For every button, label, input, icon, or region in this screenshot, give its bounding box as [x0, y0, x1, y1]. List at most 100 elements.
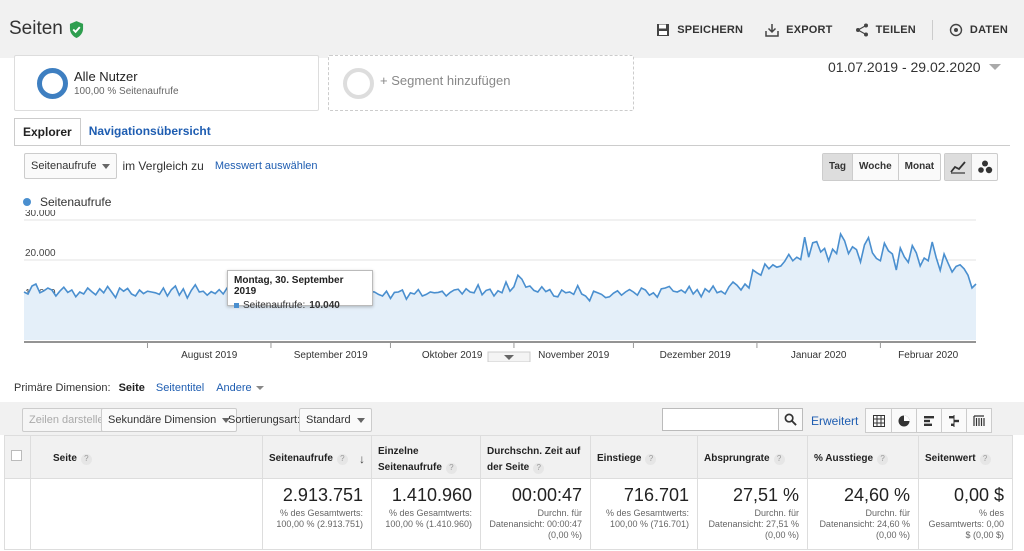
col-label: Seite: [53, 453, 77, 464]
view-comparison-button[interactable]: [941, 409, 966, 432]
secondary-dimension-select[interactable]: Sekundäre Dimension: [101, 408, 238, 432]
metric-select[interactable]: Seitenaufrufe: [24, 153, 118, 179]
totals-empty-cell: [4, 478, 31, 550]
total-subtext: % des Gesamtwerts: 0,00 $ (0,00 $): [928, 508, 1004, 540]
tooltip-value: 10.040: [309, 300, 340, 311]
table-toolbar: Zeilen darstellen Sekundäre Dimension So…: [0, 402, 1024, 435]
col-label: Durchschn. Zeit auf der Seite: [487, 446, 581, 473]
grid-icon: [872, 414, 885, 427]
plot-rows-label: Zeilen darstellen: [29, 414, 110, 426]
help-icon[interactable]: ?: [80, 453, 92, 465]
add-segment-button[interactable]: + Segment hinzufügen: [328, 55, 634, 111]
view-percentage-button[interactable]: [891, 409, 916, 432]
report-actions: SPEICHERN EXPORT TEILEN DATEN: [634, 20, 1008, 40]
col-header-pageviews[interactable]: Seitenaufrufe? ↓: [262, 435, 372, 479]
motion-chart-button[interactable]: [971, 154, 997, 180]
save-button[interactable]: SPEICHERN: [656, 23, 743, 37]
x-tick-label: November 2019: [538, 350, 610, 361]
advanced-filter-link[interactable]: Erweitert: [811, 414, 859, 428]
report-tabs: Explorer Navigationsübersicht: [14, 118, 219, 146]
help-icon[interactable]: ?: [336, 453, 348, 465]
dimension-more-dropdown[interactable]: Andere: [216, 382, 264, 394]
segment-name: Alle Nutzer: [74, 69, 138, 84]
search-button[interactable]: [778, 408, 803, 431]
sort-type-select[interactable]: Standard: [299, 408, 372, 432]
x-tick-label: August 2019: [181, 350, 238, 361]
view-performance-button[interactable]: [916, 409, 941, 432]
help-icon[interactable]: ?: [979, 453, 991, 465]
period-month-button[interactable]: Monat: [897, 154, 940, 180]
chevron-down-icon: [102, 163, 111, 169]
x-tick-label: Oktober 2019: [422, 350, 483, 361]
total-value: 24,60 %: [843, 485, 910, 505]
total-cell: 716.701 % des Gesamtwerts: 100,00 % (716.…: [590, 478, 698, 550]
col-label: % Ausstiege: [814, 453, 874, 464]
table-header-row: Seite? Seitenaufrufe? ↓ Einzelne Seitenau…: [4, 435, 1013, 479]
chevron-down-icon: [988, 64, 1001, 70]
export-button[interactable]: EXPORT: [765, 23, 832, 37]
help-icon[interactable]: ?: [445, 462, 457, 474]
chevron-down-icon: [504, 355, 514, 360]
col-header-exit-rate[interactable]: % Ausstiege?: [807, 435, 919, 479]
choose-metric-link[interactable]: Messwert auswählen: [214, 160, 318, 172]
share-button[interactable]: TEILEN: [855, 23, 916, 37]
shield-check-icon: [69, 20, 84, 38]
date-range-picker[interactable]: 01.07.2019 - 29.02.2020: [828, 59, 1001, 75]
view-data-button[interactable]: [866, 409, 891, 432]
action-divider: [931, 20, 933, 40]
total-value: 0,00 $: [953, 485, 1004, 505]
line-chart-button[interactable]: [945, 154, 971, 180]
dimension-page-title-link[interactable]: Seitentitel: [155, 382, 205, 394]
tooltip-date: Montag, 30. September 2019: [234, 275, 344, 297]
select-all-checkbox[interactable]: [11, 450, 22, 461]
pie-icon: [898, 415, 910, 426]
col-header-page-value[interactable]: Seitenwert?: [918, 435, 1013, 479]
totals-empty-cell: [30, 478, 263, 550]
sort-type-label: Sortierungsart:: [228, 414, 301, 426]
total-subtext: % des Gesamtwerts: 100,00 % (2.913.751): [276, 508, 363, 529]
total-cell: 27,51 % Durchn. für Datenansicht: 27,51 %…: [697, 478, 808, 550]
col-header-page[interactable]: Seite?: [30, 435, 263, 479]
legend-dot: [23, 198, 31, 206]
floppy-icon: [657, 24, 670, 36]
col-header-unique-pageviews[interactable]: Einzelne Seitenaufrufe?: [371, 435, 481, 479]
tab-divider: [14, 145, 1010, 146]
segment-all-users[interactable]: Alle Nutzer 100,00 % Seitenaufrufe: [14, 55, 319, 111]
share-icon: [855, 23, 868, 37]
line-chart-icon: [950, 161, 966, 174]
col-header-entrances[interactable]: Einstiege?: [590, 435, 698, 479]
period-week-button[interactable]: Woche: [852, 154, 898, 180]
help-icon[interactable]: ?: [877, 453, 889, 465]
data-button[interactable]: DATEN: [949, 23, 1008, 37]
x-tick-label: Dezember 2019: [660, 350, 732, 361]
table-search-input[interactable]: [662, 408, 779, 431]
table-view-toggle: [865, 408, 992, 433]
help-icon[interactable]: ?: [645, 453, 657, 465]
help-icon[interactable]: ?: [533, 462, 545, 474]
total-value: 716.701: [623, 485, 689, 505]
col-label: Seitenwert: [925, 453, 976, 464]
tab-navigation-summary[interactable]: Navigationsübersicht: [88, 124, 211, 138]
x-tick-label: September 2019: [294, 350, 368, 361]
total-cell: 2.913.751 % des Gesamtwerts: 100,00 % (2.…: [262, 478, 372, 550]
dimension-more-label: Andere: [216, 382, 252, 394]
add-segment-label: + Segment hinzufügen: [380, 73, 511, 88]
save-label: SPEICHERN: [677, 24, 744, 36]
col-label: Einzelne Seitenaufrufe: [378, 446, 442, 473]
help-icon[interactable]: ?: [773, 453, 785, 465]
col-label: Seitenaufrufe: [269, 453, 333, 464]
page-title-text: Seiten: [9, 18, 63, 39]
metric-select-value: Seitenaufrufe: [31, 160, 97, 172]
period-day-button[interactable]: Tag: [823, 154, 853, 180]
secondary-dimension-label: Sekundäre Dimension: [108, 414, 217, 426]
plot-rows-button[interactable]: Zeilen darstellen: [22, 408, 117, 432]
report-header: Seiten SPEICHERN EXPORT TEILEN DATEN: [0, 0, 1024, 58]
metric-bar: Seitenaufrufe im Vergleich zu Messwert a…: [24, 153, 318, 179]
tab-explorer[interactable]: Explorer: [14, 118, 81, 146]
col-header-bounce-rate[interactable]: Absprungrate?: [697, 435, 808, 479]
total-subtext: Durchn. für Datenansicht: 27,51 % (0,00 …: [708, 508, 799, 540]
total-subtext: Durchn. für Datenansicht: 24,60 % (0,00 …: [819, 508, 910, 540]
view-pivot-button[interactable]: [966, 409, 991, 432]
col-header-avg-time[interactable]: Durchschn. Zeit auf der Seite?: [480, 435, 591, 479]
